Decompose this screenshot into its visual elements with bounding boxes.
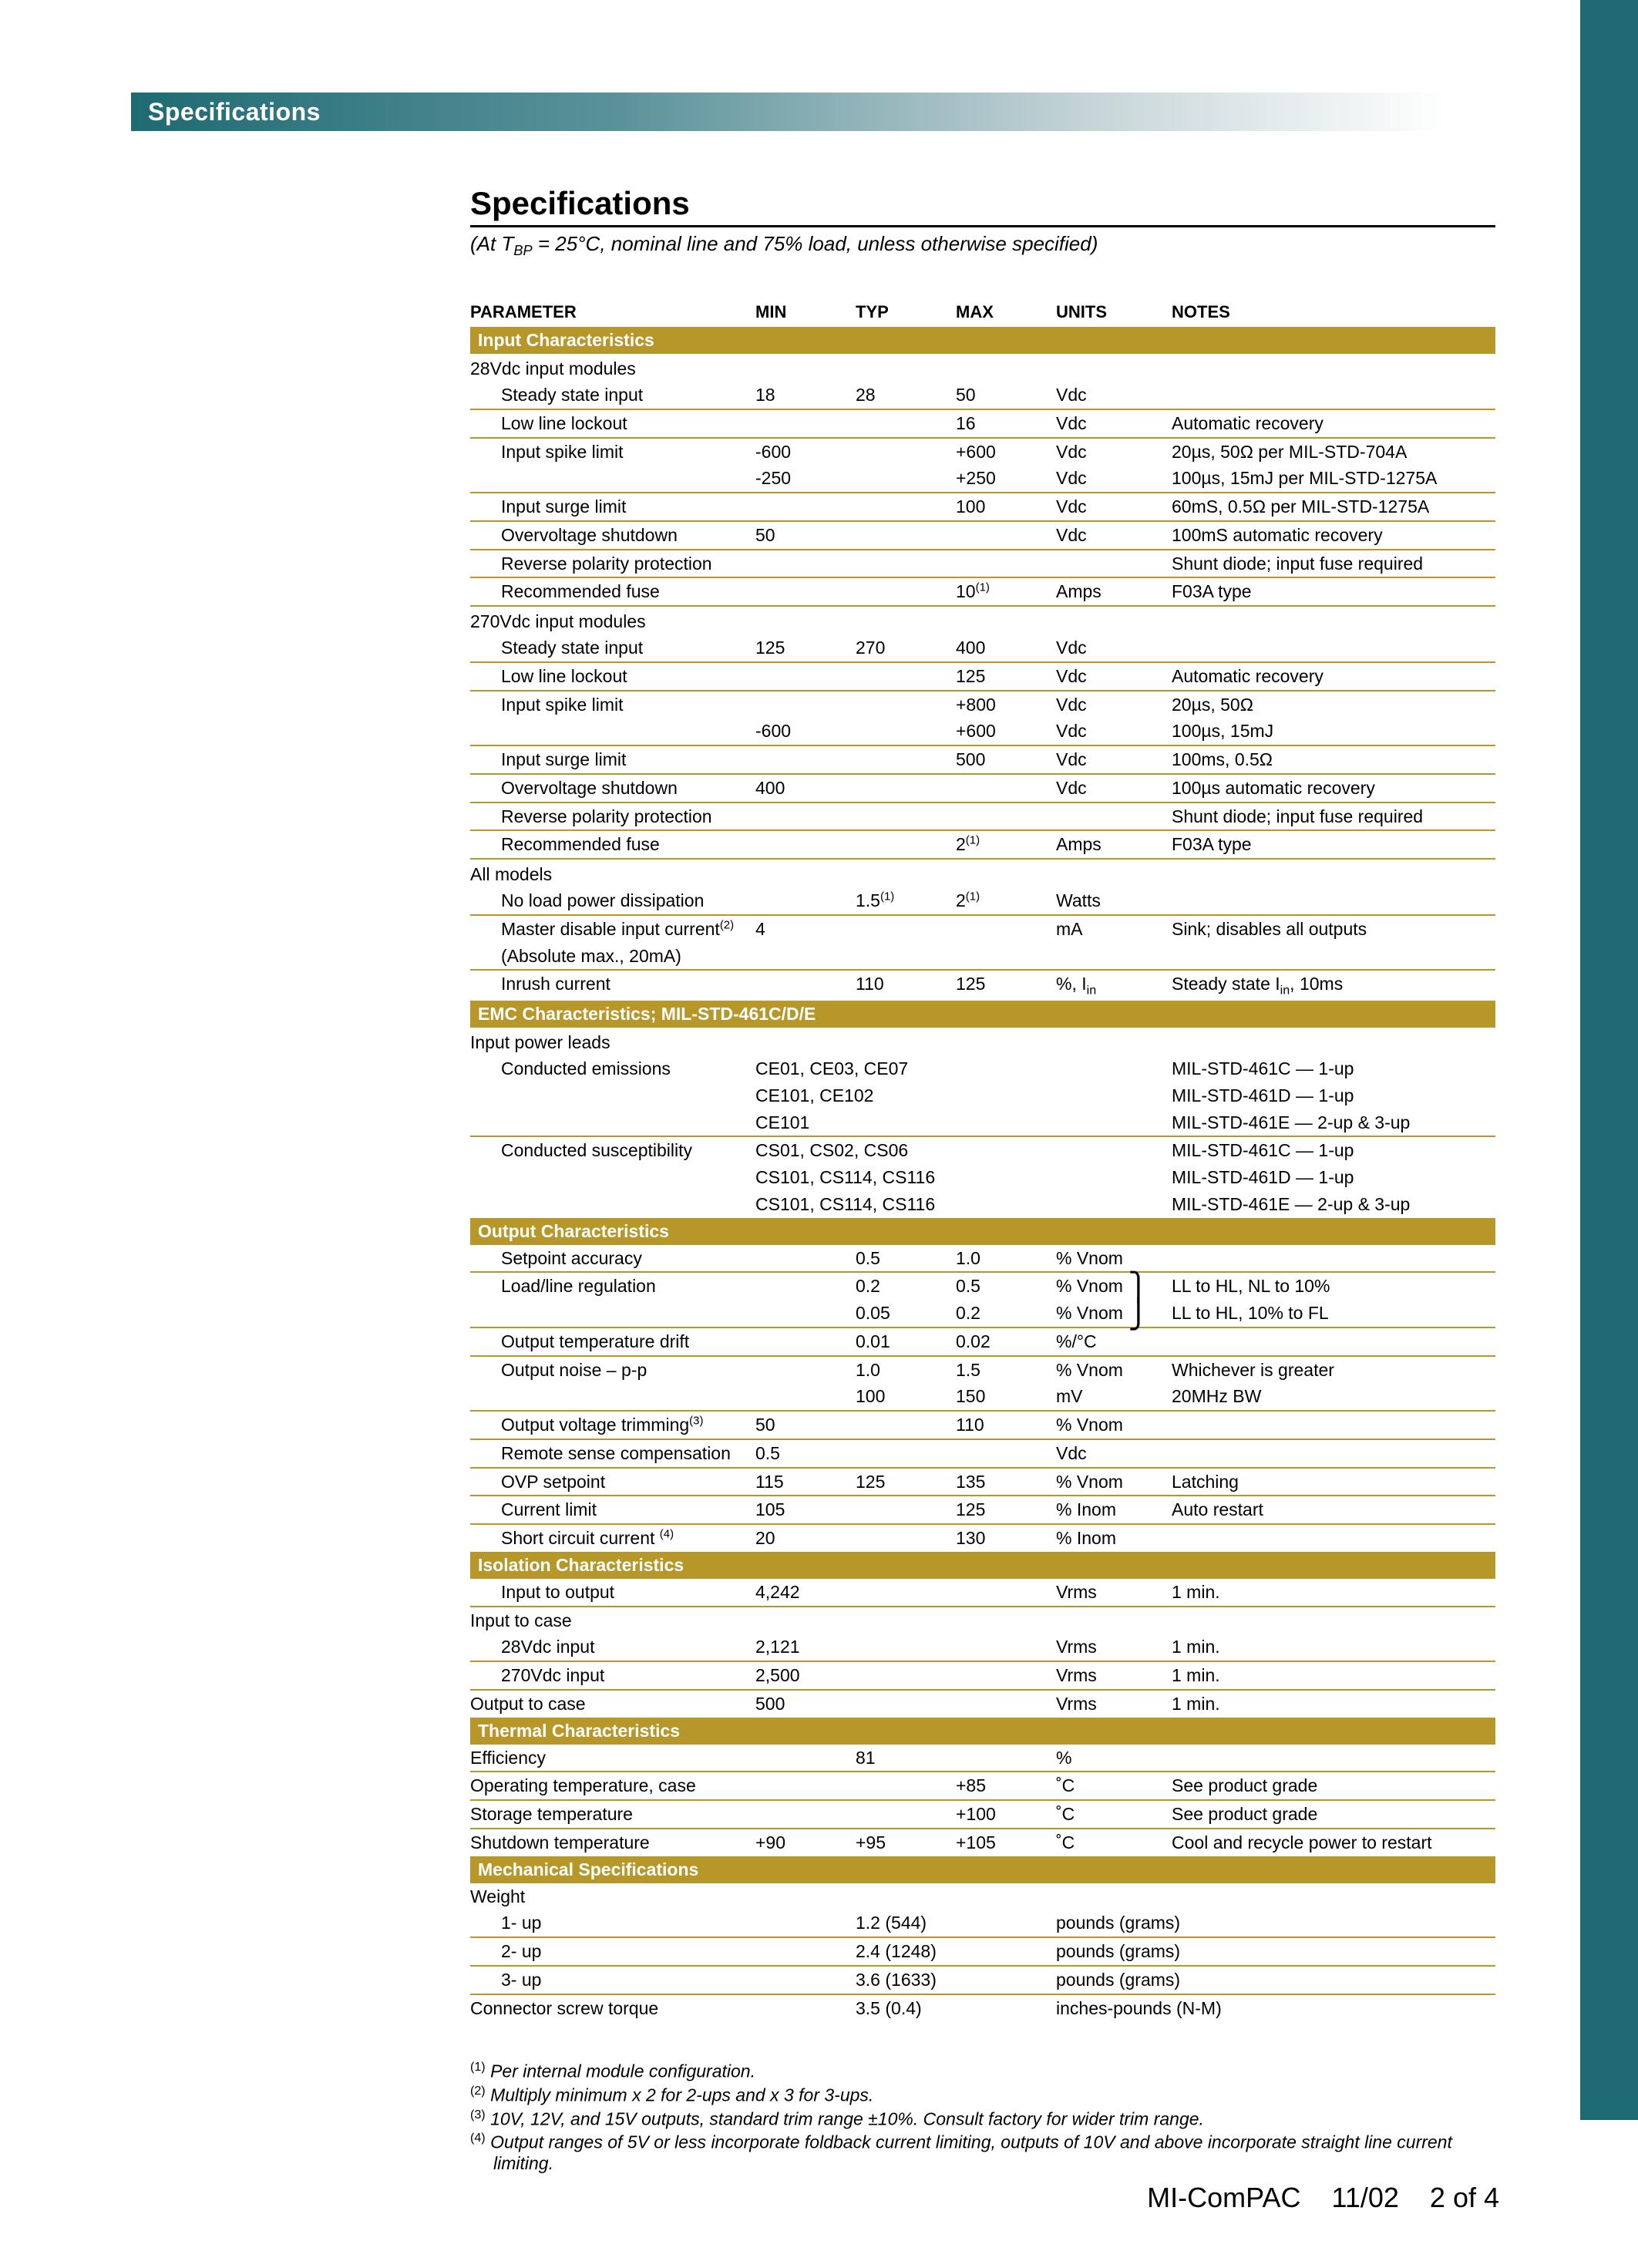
table-row: Remote sense compensation0.5Vdc xyxy=(470,1439,1495,1467)
table-row: Load/line regulation0.20.5% Vnom ⎫LL to … xyxy=(470,1272,1495,1300)
table-row: Conducted emissionsCE01, CE03, CE07MIL-S… xyxy=(470,1055,1495,1082)
table-row: OVP setpoint115125135% VnomLatching xyxy=(470,1468,1495,1496)
section-header: Mechanical Specifications xyxy=(470,1856,1495,1883)
table-row: Input to output4,242Vrms1 min. xyxy=(470,1579,1495,1606)
table-row: Output voltage trimming(3)50110% Vnom xyxy=(470,1411,1495,1439)
table-row: Master disable input current(2)4mASink; … xyxy=(470,915,1495,943)
table-row: Weight xyxy=(470,1883,1495,1910)
table-row: CS101, CS114, CS116MIL-STD-461E — 2-up &… xyxy=(470,1191,1495,1218)
table-row: Current limit105125% InomAuto restart xyxy=(470,1496,1495,1523)
table-row: Inrush current110125%, IinSteady state I… xyxy=(470,970,1495,1001)
right-teal-bar xyxy=(1580,0,1638,2120)
table-row: Low line lockout16VdcAutomatic recovery xyxy=(470,409,1495,437)
table-row: CE101MIL-STD-461E — 2-up & 3-up xyxy=(470,1109,1495,1136)
table-row: Output to case500Vrms1 min. xyxy=(470,1690,1495,1718)
group-label-row: Input power leads xyxy=(470,1028,1495,1055)
table-row: Input spike limit-600+600Vdc20µs, 50Ω pe… xyxy=(470,438,1495,466)
page: Specifications Specifications (At TBP = … xyxy=(0,0,1638,2268)
table-row: Output noise – p-p1.01.5% VnomWhichever … xyxy=(470,1356,1495,1384)
table-row: Input surge limit100Vdc60mS, 0.5Ω per MI… xyxy=(470,493,1495,520)
table-row: Operating temperature, case+85˚CSee prod… xyxy=(470,1772,1495,1799)
col-max: MAX xyxy=(956,298,1056,327)
section-header: Thermal Characteristics xyxy=(470,1718,1495,1745)
table-row: Overvoltage shutdown50Vdc100mS automatic… xyxy=(470,521,1495,549)
table-row: Overvoltage shutdown400Vdc100µs automati… xyxy=(470,774,1495,802)
header-tab-bar: Specifications xyxy=(131,93,1519,131)
table-row: Efficiency81% xyxy=(470,1745,1495,1772)
table-row: Reverse polarity protectionShunt diode; … xyxy=(470,803,1495,830)
table-row: Input spike limit+800Vdc20µs, 50Ω xyxy=(470,691,1495,718)
col-units: UNITS xyxy=(1056,298,1172,327)
page-footer: MI-ComPAC 11/02 2 of 4 xyxy=(1147,2182,1499,2214)
table-row: Steady state input125270400Vdc xyxy=(470,634,1495,661)
table-row: Connector screw torque3.5 (0.4)inches-po… xyxy=(470,1994,1495,2022)
table-row: -250+250Vdc100µs, 15mJ per MIL-STD-1275A xyxy=(470,465,1495,492)
table-row: Conducted susceptibilityCS01, CS02, CS06… xyxy=(470,1136,1495,1164)
footnote: (1) Per internal module configuration. xyxy=(470,2060,1495,2082)
table-row: 28Vdc input2,121Vrms1 min. xyxy=(470,1634,1495,1661)
section-header: EMC Characteristics; MIL-STD-461C/D/E xyxy=(470,1001,1495,1028)
content-area: Specifications (At TBP = 25°C, nominal l… xyxy=(470,185,1495,2174)
footer-product: MI-ComPAC xyxy=(1147,2182,1300,2213)
table-row: CS101, CS114, CS116MIL-STD-461D — 1-up xyxy=(470,1164,1495,1191)
table-row: 1- up1.2 (544)pounds (grams) xyxy=(470,1910,1495,1937)
table-row: (Absolute max., 20mA) xyxy=(470,943,1495,970)
table-row: Steady state input182850Vdc xyxy=(470,382,1495,409)
group-label-row: 28Vdc input modules xyxy=(470,354,1495,382)
section-header: Input Characteristics xyxy=(470,327,1495,354)
table-row: 100150mV20MHz BW xyxy=(470,1383,1495,1410)
table-row: -600+600Vdc100µs, 15mJ xyxy=(470,718,1495,745)
header-tab-title: Specifications xyxy=(148,98,321,126)
table-row: 0.050.2% Vnom ⎭LL to HL, 10% to FL xyxy=(470,1300,1495,1327)
table-row: Input to case xyxy=(470,1607,1495,1634)
footer-pages: 2 of 4 xyxy=(1430,2182,1499,2213)
page-subtitle: (At TBP = 25°C, nominal line and 75% loa… xyxy=(470,232,1495,259)
spec-table: PARAMETER MIN TYP MAX UNITS NOTES Input … xyxy=(470,298,1495,2021)
table-row: Output temperature drift0.010.02%/°C xyxy=(470,1327,1495,1355)
table-row: Recommended fuse10(1)AmpsF03A type xyxy=(470,577,1495,605)
table-row: Recommended fuse2(1)AmpsF03A type xyxy=(470,830,1495,858)
table-row: Setpoint accuracy0.51.0% Vnom xyxy=(470,1245,1495,1272)
table-row: Reverse polarity protectionShunt diode; … xyxy=(470,550,1495,577)
table-row: No load power dissipation1.5(1)2(1)Watts xyxy=(470,887,1495,914)
group-label-row: All models xyxy=(470,859,1495,887)
footer-date: 11/02 xyxy=(1331,2182,1398,2213)
col-notes: NOTES xyxy=(1172,298,1495,327)
table-row: 3- up3.6 (1633)pounds (grams) xyxy=(470,1966,1495,1994)
table-row: Short circuit current (4)20130% Inom xyxy=(470,1524,1495,1552)
footnotes: (1) Per internal module configuration.(2… xyxy=(470,2060,1495,2174)
table-row: Low line lockout125VdcAutomatic recovery xyxy=(470,662,1495,690)
table-row: 270Vdc input2,500Vrms1 min. xyxy=(470,1661,1495,1689)
col-typ: TYP xyxy=(856,298,956,327)
column-header-row: PARAMETER MIN TYP MAX UNITS NOTES xyxy=(470,298,1495,327)
group-label-row: 270Vdc input modules xyxy=(470,606,1495,634)
footnote: (3) 10V, 12V, and 15V outputs, standard … xyxy=(470,2108,1495,2130)
table-row: Shutdown temperature+90+95+105˚CCool and… xyxy=(470,1829,1495,1856)
table-row: Input surge limit500Vdc100ms, 0.5Ω xyxy=(470,745,1495,773)
table-row: CE101, CE102MIL-STD-461D — 1-up xyxy=(470,1082,1495,1109)
footnote: (4) Output ranges of 5V or less incorpor… xyxy=(470,2131,1495,2174)
col-min: MIN xyxy=(755,298,856,327)
section-header: Output Characteristics xyxy=(470,1218,1495,1245)
page-title: Specifications xyxy=(470,185,1495,227)
col-parameter: PARAMETER xyxy=(470,298,755,327)
table-row: 2- up2.4 (1248)pounds (grams) xyxy=(470,1937,1495,1965)
section-header: Isolation Characteristics xyxy=(470,1552,1495,1579)
footnote: (2) Multiply minimum x 2 for 2-ups and x… xyxy=(470,2084,1495,2106)
table-row: Storage temperature+100˚CSee product gra… xyxy=(470,1800,1495,1828)
